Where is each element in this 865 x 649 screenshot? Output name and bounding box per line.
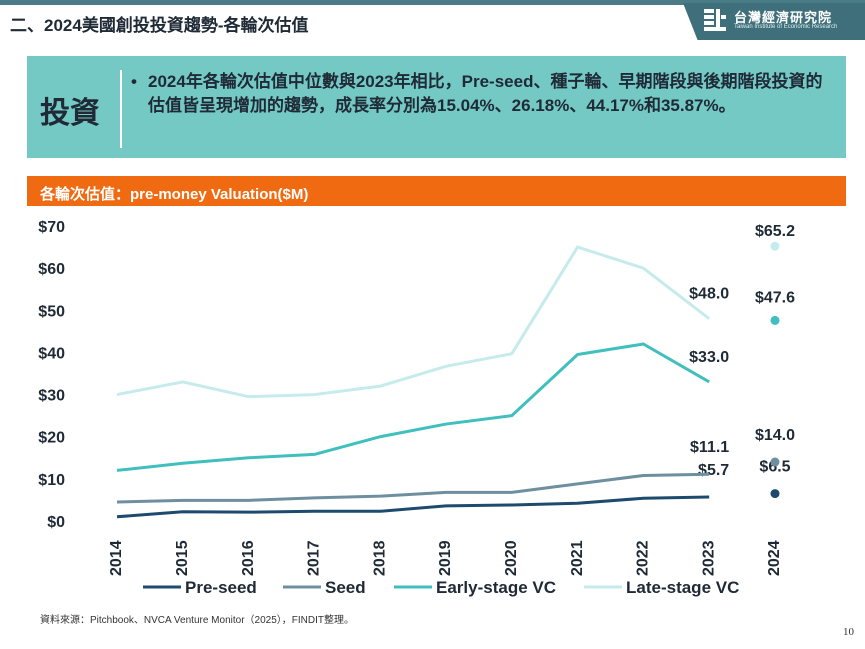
series-line-early-stage-vc [116,342,710,472]
data-label: $47.6 [755,289,795,306]
data-label: $11.1 [690,439,729,456]
valuation-line-chart: $0 $10 $20 $30 $40 $50 $60 $70 2014 2015 2016 2017 2… [38,219,795,597]
x-tick-label: 2024 [766,540,783,576]
logo-name-en: Taiwan Institute of Economic Research [734,24,838,30]
y-tick-label: $0 [47,514,65,531]
bullet-marker: • [131,72,137,91]
chart-title: 各輪次估值：pre-money Valuation($M) [40,186,309,203]
data-label: $6.5 [759,459,790,476]
y-tick-label: $70 [38,219,65,236]
tier-logo-icon [704,9,726,31]
page-title: 二、2024美國創投投資趨勢-各輪次估值 [10,16,309,35]
data-label: $33.0 [689,349,729,366]
x-tick-label: 2019 [437,540,454,576]
data-label: $5.7 [698,462,729,479]
data-point-2024 [770,241,780,251]
y-tick-label: $40 [38,345,65,362]
legend-label: Early-stage VC [436,578,556,597]
chart-header-bar [27,176,846,206]
summary-callout [27,56,846,158]
data-label: $48.0 [689,286,729,303]
callout-label: 投資 [40,97,100,130]
source-note: 資料來源：Pitchbook、NVCA Venture Monitor（2025… [40,615,354,626]
page-number: 10 [843,626,854,638]
series-line-late-stage-vc [116,245,711,399]
logo-name-cn: 台灣經濟研究院 [734,10,833,25]
x-tick-label: 2022 [635,540,652,576]
x-tick-label: 2023 [700,540,717,576]
top-accent-line [0,0,865,5]
x-tick-label: 2016 [240,540,257,576]
callout-divider [120,70,122,148]
x-tick-label: 2015 [174,540,191,576]
series-line-pre-seed [116,495,710,519]
y-tick-label: $60 [38,261,65,278]
y-tick-label: $30 [38,388,65,405]
series-line-seed [116,472,710,504]
data-label: $14.0 [755,427,795,444]
data-point-2024 [770,315,780,325]
x-tick-label: 2021 [569,540,586,576]
x-tick-label: 2020 [503,540,520,576]
legend-label: Seed [325,578,366,597]
y-tick-label: $20 [38,430,65,447]
callout-text: 2024年各輪次估值中位數與2023年相比，Pre-seed、種子輪、早期階段與… [148,72,823,115]
legend-label: Pre-seed [185,578,257,597]
y-tick-label: $50 [38,303,65,320]
y-tick-label: $10 [38,472,65,489]
data-point-2024 [770,457,780,467]
x-tick-label: 2017 [306,540,323,576]
x-tick-label: 2018 [371,540,388,576]
x-tick-label: 2014 [108,540,125,576]
data-point-2024 [770,489,780,499]
data-label: $65.2 [755,223,795,240]
legend-label: Late-stage VC [626,578,739,597]
